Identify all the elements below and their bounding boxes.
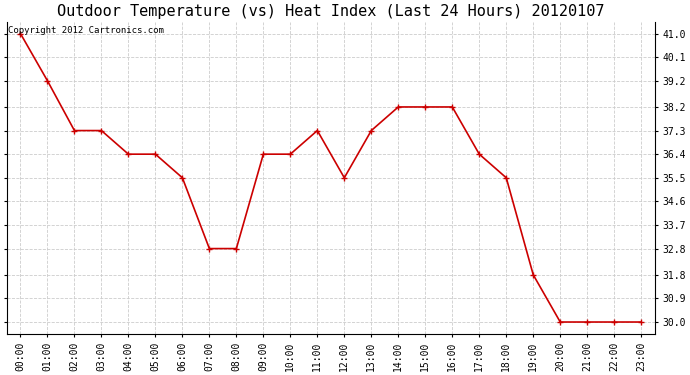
Title: Outdoor Temperature (vs) Heat Index (Last 24 Hours) 20120107: Outdoor Temperature (vs) Heat Index (Las… [57, 4, 604, 19]
Text: Copyright 2012 Cartronics.com: Copyright 2012 Cartronics.com [8, 26, 164, 35]
